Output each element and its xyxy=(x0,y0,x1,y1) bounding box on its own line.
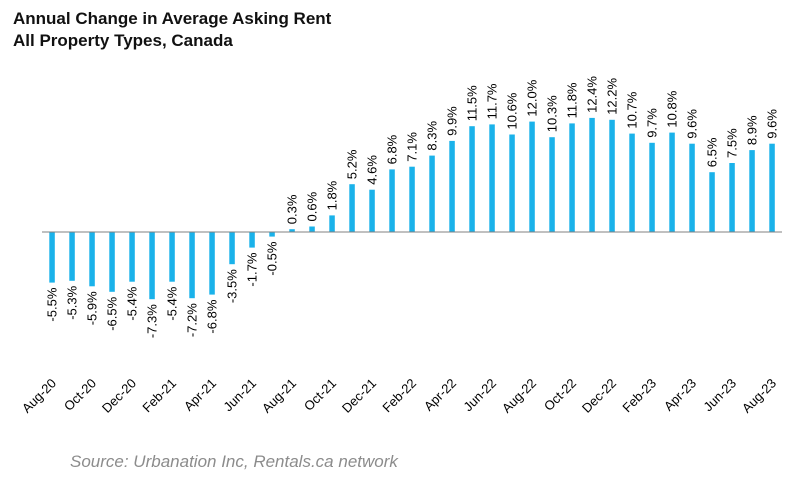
bar-Nov-21 xyxy=(349,184,355,232)
data-label-Nov-20: -6.5% xyxy=(105,296,120,330)
data-label-Oct-22: 11.8% xyxy=(565,82,580,118)
x-tick-Apr-22: Apr-22 xyxy=(421,376,459,414)
bar-Jul-23 xyxy=(749,150,755,232)
bar-Oct-20 xyxy=(89,232,95,287)
bar-Mar-21 xyxy=(189,232,195,299)
bar-Aug-23 xyxy=(769,143,775,232)
data-label-Feb-22: 7.1% xyxy=(405,132,420,162)
bar-Mar-22 xyxy=(429,155,435,232)
bar-Jan-21 xyxy=(149,232,155,300)
x-tick-Jun-21: Jun-21 xyxy=(220,376,259,415)
x-tick-Feb-22: Feb-22 xyxy=(379,376,419,416)
x-tick-Aug-21: Aug-21 xyxy=(259,376,299,416)
data-label-Jun-23: 7.5% xyxy=(725,128,740,158)
bar-Apr-23 xyxy=(689,143,695,232)
bar-Feb-23 xyxy=(649,142,655,232)
data-label-May-22: 11.5% xyxy=(465,85,480,121)
bar-Dec-22 xyxy=(609,119,615,232)
bar-Feb-22 xyxy=(409,166,415,232)
x-tick-Apr-23: Apr-23 xyxy=(661,376,699,414)
x-tick-Dec-21: Dec-21 xyxy=(339,376,379,416)
data-label-Nov-21: 5.2% xyxy=(345,149,360,179)
data-label-Aug-20: -5.5% xyxy=(45,287,60,321)
data-label-Aug-22: 12.0% xyxy=(525,79,540,116)
x-tick-Jun-23: Jun-23 xyxy=(700,376,739,415)
x-tick-Oct-22: Oct-22 xyxy=(541,376,579,414)
data-label-Apr-22: 9.9% xyxy=(445,106,460,136)
data-label-Mar-22: 8.3% xyxy=(425,121,440,151)
chart-subtitle: All Property Types, Canada xyxy=(13,31,233,50)
x-tick-Aug-20: Aug-20 xyxy=(19,376,59,416)
bar-Jul-21 xyxy=(269,232,275,237)
chart-title-block: Annual Change in Average Asking Rent All… xyxy=(13,8,331,52)
bar-Aug-22 xyxy=(529,121,535,232)
x-tick-Jun-22: Jun-22 xyxy=(460,376,499,415)
x-tick-Dec-22: Dec-22 xyxy=(579,376,619,416)
data-label-May-23: 6.5% xyxy=(705,137,720,167)
data-label-Feb-21: -5.4% xyxy=(165,286,180,320)
bar-Apr-22 xyxy=(449,140,455,232)
data-label-Jul-23: 8.9% xyxy=(745,115,760,145)
data-label-Jul-22: 10.6% xyxy=(505,92,520,129)
x-tick-Oct-20: Oct-20 xyxy=(61,376,99,414)
data-label-Aug-21: 0.3% xyxy=(285,194,300,224)
data-label-Jun-21: -1.7% xyxy=(245,252,260,286)
data-label-Jan-21: -7.3% xyxy=(145,304,160,338)
x-tick-Feb-21: Feb-21 xyxy=(139,376,179,416)
data-label-Feb-23: 9.7% xyxy=(645,108,660,138)
x-tick-Feb-23: Feb-23 xyxy=(619,376,659,416)
x-tick-Apr-21: Apr-21 xyxy=(181,376,219,414)
data-label-Dec-20: -5.4% xyxy=(125,286,140,320)
bar-Dec-20 xyxy=(129,232,135,282)
bar-Oct-22 xyxy=(569,123,575,232)
data-label-Sep-22: 10.3% xyxy=(545,95,560,132)
data-label-Nov-22: 12.4% xyxy=(585,76,600,113)
data-label-Jan-22: 6.8% xyxy=(385,134,400,164)
data-label-Jan-23: 10.7% xyxy=(625,91,640,128)
data-label-Dec-22: 12.2% xyxy=(605,77,620,114)
data-label-Aug-23: 9.6% xyxy=(765,109,780,139)
bar-May-23 xyxy=(709,172,715,232)
data-label-Jun-22: 11.7% xyxy=(485,83,500,119)
chart-title: Annual Change in Average Asking Rent xyxy=(13,9,332,28)
bar-Jan-23 xyxy=(629,133,635,232)
data-label-Oct-21: 1.8% xyxy=(325,180,340,210)
bar-Aug-20 xyxy=(49,232,55,283)
bar-Jun-22 xyxy=(489,124,495,232)
bar-May-22 xyxy=(469,126,475,232)
bar-Jun-21 xyxy=(249,232,255,248)
data-label-Apr-23: 9.6% xyxy=(685,109,700,139)
data-label-Dec-21: 4.6% xyxy=(365,155,380,185)
bar-Jul-22 xyxy=(509,134,515,232)
data-label-Jul-21: -0.5% xyxy=(265,241,280,275)
data-label-Apr-21: -6.8% xyxy=(205,299,220,333)
bar-Jun-23 xyxy=(729,163,735,232)
data-label-Oct-20: -5.9% xyxy=(85,291,100,325)
x-tick-Oct-21: Oct-21 xyxy=(301,376,339,414)
bar-Dec-21 xyxy=(369,189,375,232)
bar-Oct-21 xyxy=(329,215,335,232)
data-label-Sep-20: -5.3% xyxy=(65,285,80,319)
bar-Aug-21 xyxy=(289,229,295,232)
bar-Sep-21 xyxy=(309,226,315,232)
bar-Jan-22 xyxy=(389,169,395,232)
x-tick-Dec-20: Dec-20 xyxy=(99,376,139,416)
data-label-Mar-21: -7.2% xyxy=(185,303,200,337)
bar-Feb-21 xyxy=(169,232,175,282)
x-tick-Aug-23: Aug-23 xyxy=(739,376,779,416)
bar-Apr-21 xyxy=(209,232,215,295)
bar-Nov-20 xyxy=(109,232,115,292)
bar-Mar-23 xyxy=(669,132,675,232)
bar-May-21 xyxy=(229,232,235,265)
chart-source: Source: Urbanation Inc, Rentals.ca netwo… xyxy=(70,452,398,471)
data-label-Sep-21: 0.6% xyxy=(305,191,320,221)
data-label-May-21: -3.5% xyxy=(225,269,240,303)
bar-Sep-22 xyxy=(549,137,555,232)
data-label-Mar-23: 10.8% xyxy=(665,90,680,127)
bar-Sep-20 xyxy=(69,232,75,281)
x-tick-Aug-22: Aug-22 xyxy=(499,376,539,416)
bar-Nov-22 xyxy=(589,117,595,232)
